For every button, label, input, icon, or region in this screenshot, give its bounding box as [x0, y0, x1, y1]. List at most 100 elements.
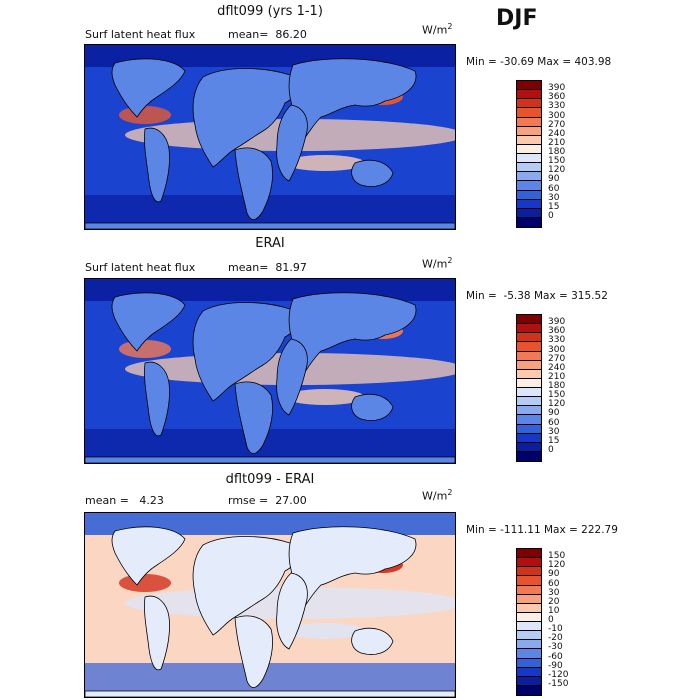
panel-1-map-field — [85, 45, 455, 229]
panel-1-minmax: Min = -30.69 Max = 403.98 — [466, 56, 612, 68]
colorbar-tick-label: -120 — [548, 669, 569, 680]
panel-3-rmse: rmse = 27.00 — [228, 494, 307, 507]
colorbar-cell — [517, 567, 541, 577]
southern-band — [85, 195, 455, 225]
colorbar-cell — [517, 658, 541, 668]
colorbar-cell — [517, 594, 541, 604]
colorbar-tick-label: 180 — [548, 381, 566, 391]
continent-outline — [276, 104, 308, 182]
colorbar-cell — [517, 117, 541, 127]
colorbar-tick-label: 120 — [548, 560, 566, 571]
panel-1-colorbar-labels: 390 360 330 300 270 240 210 180 150 120 90 60 30 15 0 — [548, 80, 588, 226]
colorbar-tick-label: 300 — [548, 110, 566, 121]
continent-outline — [276, 572, 308, 650]
colorbar-cell — [517, 315, 541, 325]
season-label: DJF — [496, 6, 538, 31]
colorbar-tick-label: 60 — [548, 417, 560, 428]
panel-1-var-label: Surf latent heat flux — [85, 28, 196, 41]
colorbar-cell — [517, 342, 541, 352]
colorbar-cell — [517, 558, 541, 568]
colorbar-cell — [517, 442, 541, 452]
panel-2-map — [84, 278, 456, 464]
continent-outline — [276, 338, 308, 416]
continent-outline — [288, 58, 417, 142]
panel-2-colorbar-cells — [516, 314, 542, 462]
panel-1-colorbar-cells — [516, 80, 542, 228]
colorbar-cell — [517, 612, 541, 622]
continent-outline — [85, 690, 455, 697]
panel-3-title: dflt099 - ERAI — [225, 472, 315, 487]
continent-outline — [111, 526, 186, 586]
colorbar-cell — [517, 135, 541, 145]
colorbar-tick-label: 270 — [548, 119, 566, 130]
colorbar-tick-label: 360 — [548, 326, 566, 337]
southern-band — [85, 429, 455, 459]
panel-1-mean: mean= 86.20 — [228, 28, 307, 41]
panel-1-title: dflt099 (yrs 1-1) — [217, 4, 323, 19]
colorbar-tick-label: 30 — [548, 426, 560, 437]
colorbar-tick-label: 180 — [548, 147, 566, 157]
colorbar-cell — [517, 397, 541, 407]
colorbar-cell — [517, 433, 541, 443]
continent-outline — [234, 615, 273, 688]
subtropical-band — [285, 155, 365, 171]
colorbar-cell — [517, 217, 541, 227]
colorbar-cell — [517, 172, 541, 182]
colorbar-cell — [517, 576, 541, 586]
colorbar-tick-label: 210 — [548, 137, 566, 148]
continent-outline — [111, 292, 186, 352]
colorbar-tick-label: 10 — [548, 605, 560, 616]
continent-outline — [234, 381, 273, 454]
colorbar-tick-label: 0 — [548, 615, 554, 625]
colorbar-cell — [517, 424, 541, 434]
colorbar-tick-label: -10 — [548, 624, 563, 635]
panel-2-units: W/m2 — [422, 256, 453, 271]
panel-2-colorbar: 390 360 330 300 270 240 210 180 150 120 90 60 30 15 0 — [516, 314, 576, 462]
colorbar-tick-label: 120 — [548, 165, 566, 176]
colorbar-cell — [517, 181, 541, 191]
colorbar-tick-label: 90 — [548, 174, 560, 185]
colorbar-tick-label: 390 — [548, 317, 566, 328]
colorbar-cell — [517, 163, 541, 173]
colorbar-tick-label: 390 — [548, 83, 566, 94]
colorbar-cell — [517, 685, 541, 695]
colorbar-tick-label: 150 — [548, 390, 566, 401]
colorbar-tick-label: 240 — [548, 128, 566, 139]
continent-outline — [85, 222, 455, 229]
colorbar-tick-label: -30 — [548, 642, 563, 653]
continent-outline — [351, 627, 394, 655]
colorbar-cell — [517, 649, 541, 659]
colorbar-tick-label: 0 — [548, 444, 554, 455]
colorbar-cell — [517, 415, 541, 425]
panel-2-map-field — [85, 279, 455, 463]
panel-3-colorbar-labels: 150 120 90 60 30 20 10 0 -10 -20 -30 -60 -90 -120 -150 — [548, 548, 588, 694]
panel-2-var-label: Surf latent heat flux — [85, 261, 196, 274]
colorbar-tick-label: 0 — [548, 210, 554, 221]
panel-2-minmax: Min = -5.38 Max = 315.52 — [466, 290, 608, 302]
colorbar-tick-label: 20 — [548, 596, 560, 607]
colorbar-cell — [517, 378, 541, 388]
continent-outline — [144, 361, 170, 437]
colorbar-cell — [517, 90, 541, 100]
colorbar-tick-label: 210 — [548, 371, 566, 382]
colorbar-cell — [517, 99, 541, 109]
panel-3-map — [84, 512, 456, 698]
colorbar-tick-label: -150 — [548, 678, 569, 689]
colorbar-tick-label: 360 — [548, 92, 566, 103]
colorbar-cell — [517, 144, 541, 154]
colorbar-cell — [517, 388, 541, 398]
colorbar-tick-label: 90 — [548, 569, 560, 580]
indian-ocean-hotspot — [119, 106, 171, 124]
panel-1-units: W/m2 — [422, 22, 453, 37]
colorbar-tick-label: 270 — [548, 353, 566, 364]
panel-2-mean: mean= 81.97 — [228, 261, 307, 274]
panel-3-mean: mean = 4.23 — [85, 494, 164, 507]
colorbar-tick-label: 60 — [548, 578, 560, 589]
panel-3-map-field — [85, 513, 455, 697]
colorbar-tick-label: -20 — [548, 633, 563, 644]
colorbar-cell — [517, 126, 541, 136]
colorbar-tick-label: -90 — [548, 660, 563, 671]
colorbar-cell — [517, 333, 541, 343]
panel-3-colorbar-cells — [516, 548, 542, 696]
colorbar-cell — [517, 360, 541, 370]
